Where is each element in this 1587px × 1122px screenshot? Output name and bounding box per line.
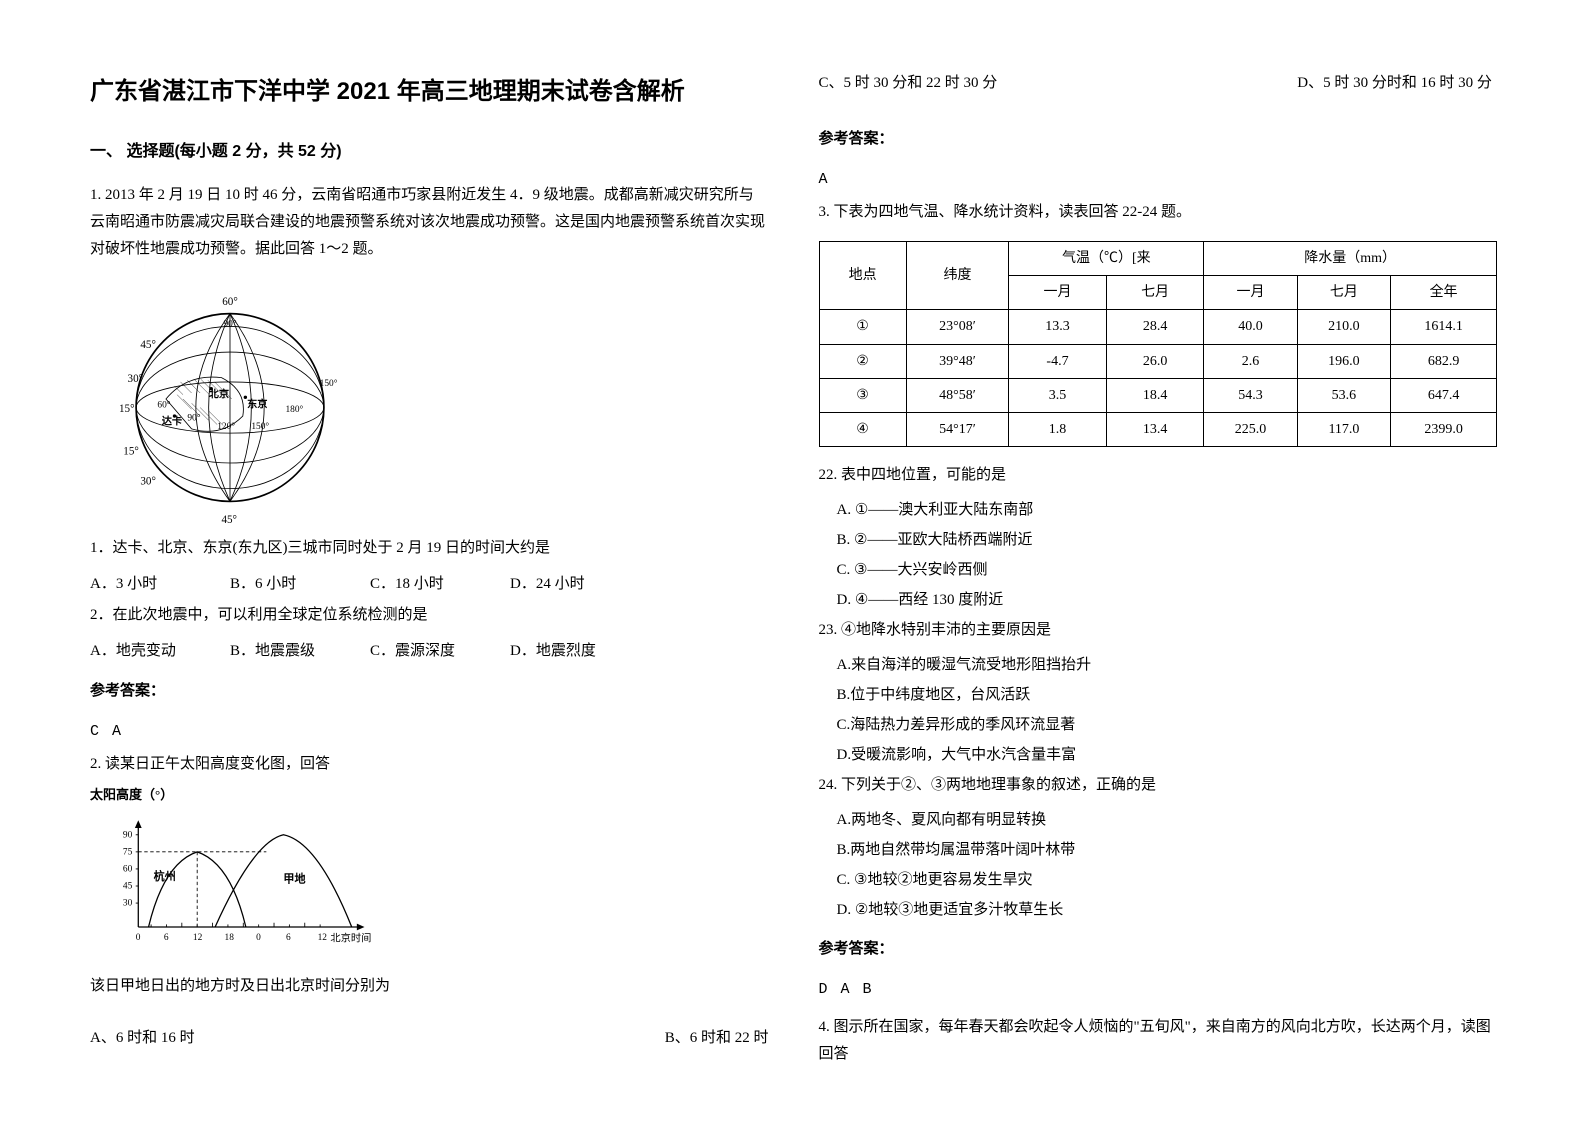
q3-answer-header: 参考答案：: [819, 935, 1498, 962]
q1-1-opt-b: B．6 小时: [230, 571, 320, 598]
lon-150b: 150°: [320, 378, 338, 389]
right-column: C、5 时 30 分和 22 时 30 分 D、5 时 30 分时和 16 时 …: [819, 70, 1498, 1052]
lat-15n: 15°: [119, 403, 135, 415]
th-temp: 气温（℃）[来: [1009, 242, 1204, 276]
table-row: ① 23°08′ 13.3 28.4 40.0 210.0 1614.1: [819, 310, 1497, 344]
lat-45n: 45°: [140, 339, 156, 351]
th-p-year: 全年: [1391, 276, 1497, 310]
q1-answer: C A: [90, 718, 769, 745]
lon-180: 180°: [285, 404, 303, 415]
q23-opt-d: D.受暖流影响，大气中水汽含量丰富: [819, 742, 1498, 769]
table-row: ③ 48°58′ 3.5 18.4 54.3 53.6 647.4: [819, 378, 1497, 412]
svg-text:18: 18: [225, 933, 235, 943]
q23-opt-a: A.来自海洋的暖湿气流受地形阻挡抬升: [819, 652, 1498, 679]
lon-150: 150°: [251, 421, 269, 432]
q24-opt-d: D. ②地较③地更适宜多汁牧草生长: [819, 897, 1498, 924]
chart-label-jia: 甲地: [283, 872, 305, 886]
q1-sub1-options: A．3 小时 B．6 小时 C．18 小时 D．24 小时: [90, 571, 769, 598]
svg-text:75: 75: [123, 848, 133, 858]
svg-text:45: 45: [123, 882, 133, 892]
q23-opt-c: C.海陆热力差异形成的季风环流显著: [819, 712, 1498, 739]
q3-answer: D A B: [819, 976, 1498, 1003]
q23-text: 23. ④地降水特别丰沛的主要原因是: [819, 617, 1498, 644]
th-p-jan: 一月: [1204, 276, 1297, 310]
q2-answer: A: [819, 166, 1498, 193]
q1-1-opt-c: C．18 小时: [370, 571, 460, 598]
city-dhaka: 达卡: [162, 415, 182, 428]
svg-text:6: 6: [164, 933, 169, 943]
q1-sub2-options: A．地壳变动 B．地震震级 C．震源深度 D．地震烈度: [90, 638, 769, 665]
th-t-jul: 七月: [1106, 276, 1204, 310]
q1-2-opt-c: C．震源深度: [370, 638, 460, 665]
svg-text:90: 90: [123, 831, 133, 841]
q22-opt-c: C. ③——大兴安岭西侧: [819, 557, 1498, 584]
q22-opt-d: D. ④——西经 130 度附近: [819, 587, 1498, 614]
th-lat: 纬度: [906, 242, 1009, 310]
lon-60: 60°: [157, 400, 170, 411]
q22-opt-b: B. ②——亚欧大陆桥西端附近: [819, 527, 1498, 554]
th-precip: 降水量（mm）: [1204, 242, 1497, 276]
sun-chart: 90 75 60 45 30 0 6 12 18 0 6 12 杭州 甲地 北京…: [90, 816, 400, 953]
question-1-intro: 1. 2013 年 2 月 19 日 10 时 46 分，云南省昭通市巧家县附近…: [90, 182, 769, 268]
table-row: ② 39°48′ -4.7 26.0 2.6 196.0 682.9: [819, 344, 1497, 378]
svg-text:0: 0: [136, 933, 141, 943]
q2-opt-d: D、5 时 30 分时和 16 时 30 分: [1297, 70, 1492, 97]
q1-1-opt-d: D．24 小时: [510, 571, 600, 598]
left-column: 广东省湛江市下洋中学 2021 年高三地理期末试卷含解析 一、 选择题(每小题 …: [90, 70, 769, 1052]
q22-opt-a: A. ①——澳大利亚大陆东南部: [819, 497, 1498, 524]
lat-45s: 45°: [221, 514, 237, 526]
svg-text:0: 0: [256, 933, 261, 943]
table-row: ④ 54°17′ 1.8 13.4 225.0 117.0 2399.0: [819, 412, 1497, 446]
lon-90b: 90°: [187, 412, 200, 423]
q1-sub2-text: 2．在此次地震中，可以利用全球定位系统检测的是: [90, 602, 769, 629]
q23-opt-b: B.位于中纬度地区，台风活跃: [819, 682, 1498, 709]
q2-intro: 2. 读某日正午太阳高度变化图，回答: [90, 751, 769, 778]
q23-options: A.来自海洋的暖湿气流受地形阻挡抬升 B.位于中纬度地区，台风活跃 C.海陆热力…: [819, 649, 1498, 772]
q22-text: 22. 表中四地位置，可能的是: [819, 462, 1498, 489]
lat-30s: 30°: [140, 475, 156, 487]
q2-answer-header: 参考答案：: [819, 125, 1498, 152]
q3-intro: 3. 下表为四地气温、降水统计资料，读表回答 22-24 题。: [819, 199, 1498, 226]
exam-title: 广东省湛江市下洋中学 2021 年高三地理期末试卷含解析: [90, 70, 769, 113]
q2-opt-b: B、6 时和 22 时: [665, 1025, 769, 1052]
q1-2-opt-a: A．地壳变动: [90, 638, 180, 665]
th-p-jul: 七月: [1297, 276, 1390, 310]
lon-120: 120°: [217, 421, 235, 432]
city-tokyo: 东京: [247, 398, 267, 411]
q24-opt-b: B.两地自然带均属温带落叶阔叶林带: [819, 837, 1498, 864]
globe-figure: 60° 45° 30° 15° 15° 30° 45° 90° 60° 90° …: [90, 288, 370, 527]
q2-text: 该日甲地日出的地方时及日出北京时间分别为: [90, 973, 769, 1000]
svg-text:12: 12: [193, 933, 203, 943]
q1-intro-text: 1. 2013 年 2 月 19 日 10 时 46 分，云南省昭通市巧家县附近…: [90, 182, 769, 263]
q1-2-opt-d: D．地震烈度: [510, 638, 600, 665]
q24-options: A.两地冬、夏风向都有明显转换 B.两地自然带均属温带落叶阔叶林带 C. ③地较…: [819, 804, 1498, 927]
q2-opt-a: A、6 时和 16 时: [90, 1025, 195, 1052]
chart-label-hangzhou: 杭州: [154, 869, 176, 883]
section-header: 一、 选择题(每小题 2 分，共 52 分): [90, 138, 769, 167]
q24-opt-a: A.两地冬、夏风向都有明显转换: [819, 807, 1498, 834]
q1-1-opt-a: A．3 小时: [90, 571, 180, 598]
lat-15s: 15°: [123, 445, 139, 457]
chart-ylabel: 太阳高度（°）: [90, 783, 769, 806]
svg-text:12: 12: [318, 933, 328, 943]
svg-text:6: 6: [286, 933, 291, 943]
q4-text: 4. 图示所在国家，每年春天都会吹起令人烦恼的"五旬风"，来自南方的风向北方吹，…: [819, 1014, 1498, 1068]
q2-opt-c: C、5 时 30 分和 22 时 30 分: [819, 70, 998, 97]
lat-60n: 60°: [222, 296, 238, 308]
svg-text:60: 60: [123, 865, 133, 875]
lat-30n: 30°: [128, 373, 144, 385]
q2-opts-cd: C、5 时 30 分和 22 时 30 分 D、5 时 30 分时和 16 时 …: [819, 70, 1498, 97]
q1-2-opt-b: B．地震震级: [230, 638, 320, 665]
th-loc: 地点: [819, 242, 906, 310]
q24-text: 24. 下列关于②、③两地地理事象的叙述，正确的是: [819, 772, 1498, 799]
climate-table: 地点 纬度 气温（℃）[来 降水量（mm） 一月 七月 一月 七月 全年 ① 2…: [819, 241, 1498, 447]
q1-sub1-text: 1．达卡、北京、东京(东九区)三城市同时处于 2 月 19 日的时间大约是: [90, 535, 769, 562]
q1-answer-header: 参考答案：: [90, 677, 769, 704]
chart-xlabel: 北京时间: [330, 932, 371, 945]
svg-text:30: 30: [123, 899, 133, 909]
lon-90: 90°: [223, 318, 236, 329]
th-t-jan: 一月: [1009, 276, 1107, 310]
q24-opt-c: C. ③地较②地更容易发生旱灾: [819, 867, 1498, 894]
q22-options: A. ①——澳大利亚大陆东南部 B. ②——亚欧大陆桥西端附近 C. ③——大兴…: [819, 494, 1498, 617]
